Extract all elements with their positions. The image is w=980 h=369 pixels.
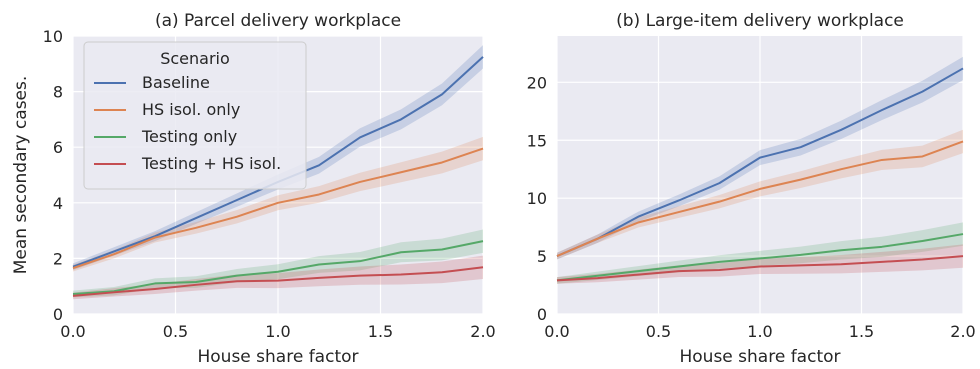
- legend-label: Testing only: [141, 127, 237, 146]
- x-tick-label: 1.0: [265, 322, 290, 341]
- y-tick-label: 5: [537, 247, 547, 266]
- series-ci-band: [557, 129, 963, 260]
- panel-a-lines: [72, 45, 484, 300]
- legend-title: Scenario: [160, 49, 230, 68]
- series-line: [72, 240, 484, 295]
- legend-box: [83, 41, 307, 190]
- series-ci-band: [73, 45, 483, 271]
- panel-b-xlabel: House share factor: [679, 347, 840, 367]
- y-tick-label: 0: [53, 305, 63, 324]
- x-tick-label: 0.5: [163, 322, 188, 341]
- panel-a-ylabel: Mean secondary cases.: [11, 76, 31, 275]
- x-tick-label: 0.5: [646, 322, 671, 341]
- series-ci-band: [557, 244, 963, 284]
- y-tick-label: 4: [53, 194, 63, 213]
- x-tick-label: 2.0: [950, 322, 975, 341]
- panel-a-xticks: 0.0 0.5 1.0 1.5 2.0: [60, 322, 495, 341]
- panel-b-grid: [556, 36, 964, 315]
- legend-label: HS isol. only: [142, 100, 240, 119]
- x-tick-label: 0.0: [544, 322, 569, 341]
- panel-b-lines: [556, 56, 964, 284]
- y-tick-label: 8: [53, 83, 63, 102]
- panel-b: (b) Large-item delivery workplace 0.0 0.5…: [527, 11, 976, 367]
- y-tick-label: 2: [53, 249, 63, 268]
- series-line: [72, 266, 484, 297]
- series-line: [556, 140, 964, 258]
- legend-label: Testing + HS isol.: [141, 154, 281, 173]
- y-tick-label: 0: [537, 305, 547, 324]
- series-ci-band: [73, 255, 483, 300]
- series-line: [556, 67, 964, 258]
- x-tick-label: 1.5: [368, 322, 393, 341]
- panel-b-xticks: 0.0 0.5 1.0 1.5 2.0: [544, 322, 975, 341]
- panel-a-yticks: 0 2 4 6 8 10: [43, 27, 63, 324]
- y-tick-label: 15: [527, 131, 547, 150]
- panel-a-title: (a) Parcel delivery workplace: [155, 11, 401, 31]
- panel-a-xlabel: House share factor: [197, 347, 358, 367]
- series-ci-band: [73, 136, 483, 272]
- y-tick-label: 6: [53, 138, 63, 157]
- legend-entries: Baseline HS isol. only Testing only Testing…: [94, 73, 281, 173]
- panel-a: (a) Parcel delivery workplace 0.0 0.5 1.0 1…: [11, 11, 496, 367]
- y-tick-label: 20: [527, 73, 547, 92]
- series-line: [72, 147, 484, 270]
- x-tick-label: 0.0: [60, 322, 85, 341]
- panel-b-title: (b) Large-item delivery workplace: [616, 11, 904, 31]
- legend-label: Baseline: [142, 73, 210, 92]
- series-ci-band: [73, 229, 483, 298]
- series-line: [556, 233, 964, 282]
- legend: Scenario Baseline HS isol. only Testing on…: [83, 41, 307, 190]
- y-tick-label: 10: [527, 189, 547, 208]
- y-tick-label: 10: [43, 27, 63, 46]
- x-tick-label: 1.0: [747, 322, 772, 341]
- x-tick-label: 1.5: [849, 322, 874, 341]
- panel-b-yticks: 0 5 10 15 20: [527, 73, 547, 324]
- series-line: [556, 255, 964, 282]
- x-tick-label: 2.0: [470, 322, 495, 341]
